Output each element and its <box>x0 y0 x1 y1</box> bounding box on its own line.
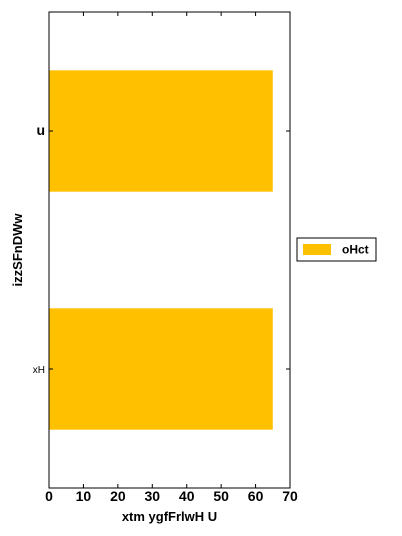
bar-1 <box>49 308 273 430</box>
y-axis-title: izzSFnDWw <box>10 213 25 287</box>
x-tick-label-0: 0 <box>45 488 53 504</box>
x-ticks-group: 0 10 20 30 40 50 60 70 <box>45 12 298 504</box>
x-tick-label-1: 10 <box>76 488 92 504</box>
x-tick-label-7: 70 <box>282 488 298 504</box>
legend-swatch <box>303 244 331 255</box>
x-tick-label-6: 60 <box>248 488 264 504</box>
legend: oHct <box>296 237 377 262</box>
y-tick-label-0: u <box>36 122 45 138</box>
legend-box <box>296 237 377 262</box>
bar-0 <box>49 70 273 192</box>
bars-group <box>49 70 273 430</box>
y-tick-label-1: xH <box>33 365 45 376</box>
x-tick-label-4: 40 <box>179 488 195 504</box>
x-axis-title: xtm ygfFrlwH U <box>122 509 217 524</box>
legend-label: oHct <box>342 243 369 257</box>
x-tick-label-3: 30 <box>144 488 160 504</box>
y-ticks-group: u xH <box>33 122 290 376</box>
x-tick-label-5: 50 <box>213 488 229 504</box>
x-tick-label-2: 20 <box>110 488 126 504</box>
plot-frame <box>48 11 291 489</box>
